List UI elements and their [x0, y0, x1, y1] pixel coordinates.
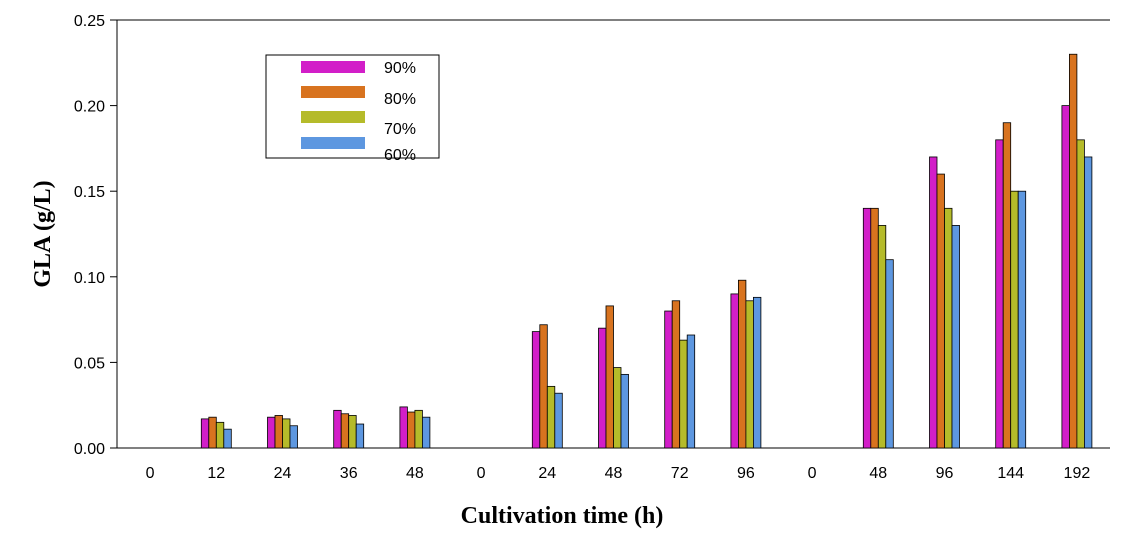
x-tick-label: 0: [146, 465, 155, 482]
x-tick-label: 0: [808, 465, 817, 482]
bar-70pct: [282, 418, 291, 449]
bar-60pct: [620, 373, 629, 449]
bar-70pct: [414, 409, 423, 449]
bar-60pct: [223, 428, 232, 449]
bar-60pct: [951, 225, 960, 449]
bar-80pct: [1069, 53, 1078, 449]
bar-70pct: [215, 421, 225, 449]
bar-60pct: [421, 416, 431, 449]
bar-60pct: [355, 423, 365, 449]
x-tick-label: 0: [477, 465, 486, 482]
legend-label: 80%: [384, 91, 416, 108]
bar-80pct: [936, 173, 945, 449]
bar-90pct: [333, 409, 342, 449]
bar-90pct: [598, 327, 607, 449]
bar-80pct: [406, 411, 416, 449]
bar-60pct: [289, 425, 298, 449]
bar-60pct: [686, 334, 696, 449]
bar-80pct: [208, 416, 217, 449]
y-tick-label: 0.15: [74, 184, 105, 201]
bar-70pct: [1010, 190, 1019, 449]
bar-90pct: [200, 418, 210, 449]
bar-70pct: [348, 415, 357, 449]
bar-80pct: [738, 279, 747, 449]
bar-90pct: [862, 207, 872, 449]
legend-swatch: [301, 61, 365, 73]
y-tick-label: 0.00: [74, 441, 105, 458]
bar-90pct: [1061, 105, 1070, 449]
bar-80pct: [340, 413, 350, 449]
bar-90pct: [995, 139, 1004, 449]
x-tick-label: 144: [997, 465, 1024, 482]
bar-90pct: [929, 156, 938, 449]
x-ticks: 0 12 24 36 48 0 24 48 72 96 0 48 96 144 192: [146, 465, 1091, 482]
x-tick-label: 36: [340, 465, 358, 482]
legend: 90% 80% 70% 60%: [265, 54, 440, 164]
x-axis-title: Cultivation time (h): [461, 503, 664, 529]
bar-90pct: [267, 416, 276, 449]
x-tick-label: 24: [274, 465, 292, 482]
bar-60pct: [554, 392, 563, 449]
legend-swatch: [301, 111, 365, 123]
bar-70pct: [944, 207, 953, 449]
legend-swatch: [301, 137, 365, 149]
bar-90pct: [531, 331, 541, 449]
bar-60pct: [1084, 156, 1093, 449]
x-tick-label: 72: [671, 465, 689, 482]
bar-80pct: [671, 300, 681, 449]
bar-70pct: [877, 225, 887, 449]
y-ticks: 0.00 0.05 0.10 0.15 0.20 0.25: [74, 13, 117, 458]
bar-90pct: [730, 293, 739, 449]
legend-label: 70%: [384, 121, 416, 138]
bar-70pct: [1076, 139, 1085, 449]
x-tick-label: 48: [406, 465, 424, 482]
bar-80pct: [274, 415, 283, 449]
bar-80pct: [870, 207, 879, 449]
legend-label: 90%: [384, 60, 416, 77]
legend-swatch: [301, 86, 365, 98]
bars: [200, 53, 1093, 449]
bar-60pct: [753, 296, 762, 449]
bar-70pct: [679, 339, 688, 449]
x-tick-label: 12: [207, 465, 225, 482]
bar-60pct: [885, 259, 894, 449]
y-axis-title: GLA (g/L): [30, 180, 56, 287]
x-tick-label: 24: [538, 465, 556, 482]
x-tick-label: 48: [605, 465, 623, 482]
bar-70pct: [546, 385, 556, 449]
bar-80pct: [605, 305, 614, 449]
x-tick-label: 96: [737, 465, 755, 482]
x-tick-label: 96: [936, 465, 954, 482]
bar-70pct: [613, 367, 622, 449]
bar-60pct: [1017, 190, 1027, 449]
x-tick-label: 48: [869, 465, 887, 482]
y-tick-label: 0.25: [74, 13, 105, 30]
bar-80pct: [1002, 122, 1012, 449]
bar-90pct: [664, 310, 673, 449]
y-tick-label: 0.10: [74, 270, 105, 287]
x-tick-label: 192: [1064, 465, 1091, 482]
y-tick-label: 0.05: [74, 355, 105, 372]
y-tick-label: 0.20: [74, 99, 105, 116]
legend-label: 60%: [384, 147, 416, 164]
bar-70pct: [745, 300, 754, 449]
bar-90pct: [399, 406, 408, 449]
bar-80pct: [539, 324, 548, 449]
